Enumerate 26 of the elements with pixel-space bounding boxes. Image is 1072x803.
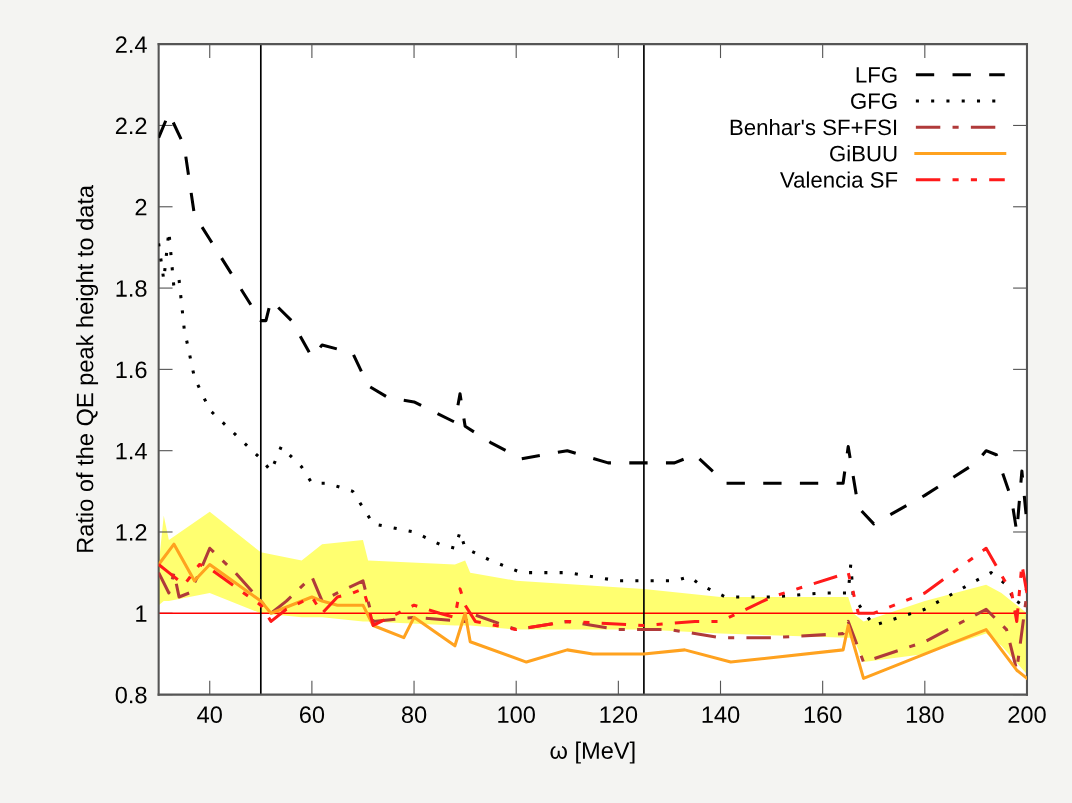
x-tick-label: 120 <box>600 706 638 724</box>
x-tick-label: 140 <box>702 706 740 724</box>
y-tick-label: 1.8 <box>116 280 147 297</box>
y-tick-label: 2.4 <box>115 36 147 53</box>
x-axis-title: ω [MeV] <box>550 741 635 764</box>
x-tick-label: 160 <box>804 706 842 724</box>
legend-label: LFG <box>856 66 897 83</box>
y-tick-label: 1 <box>136 605 147 622</box>
line-series <box>158 546 1027 632</box>
x-tick-label: 180 <box>906 706 944 724</box>
x-tick-label: 80 <box>401 706 427 724</box>
legend-label: GiBUU <box>830 145 897 162</box>
y-tick-label: 2 <box>135 198 147 216</box>
y-tick-label: 2.2 <box>115 117 147 135</box>
x-tick-label: 100 <box>498 706 535 724</box>
x-tick-label: 40 <box>197 706 222 724</box>
y-tick-label: 1.6 <box>116 361 147 379</box>
legend-label: GFG <box>851 93 897 109</box>
y-tick-label: 0.8 <box>115 686 147 704</box>
x-tick-label: 200 <box>1008 706 1046 724</box>
x-tick-label: 60 <box>299 706 325 724</box>
y-axis-title: Ratio of the QE peak height to data <box>76 184 99 552</box>
legend-label: Benhar's SF+FSI <box>730 118 897 136</box>
y-tick-label: 1.4 <box>116 443 147 460</box>
legend-label: Valencia SF <box>780 171 898 188</box>
y-tick-label: 1.2 <box>116 524 147 541</box>
